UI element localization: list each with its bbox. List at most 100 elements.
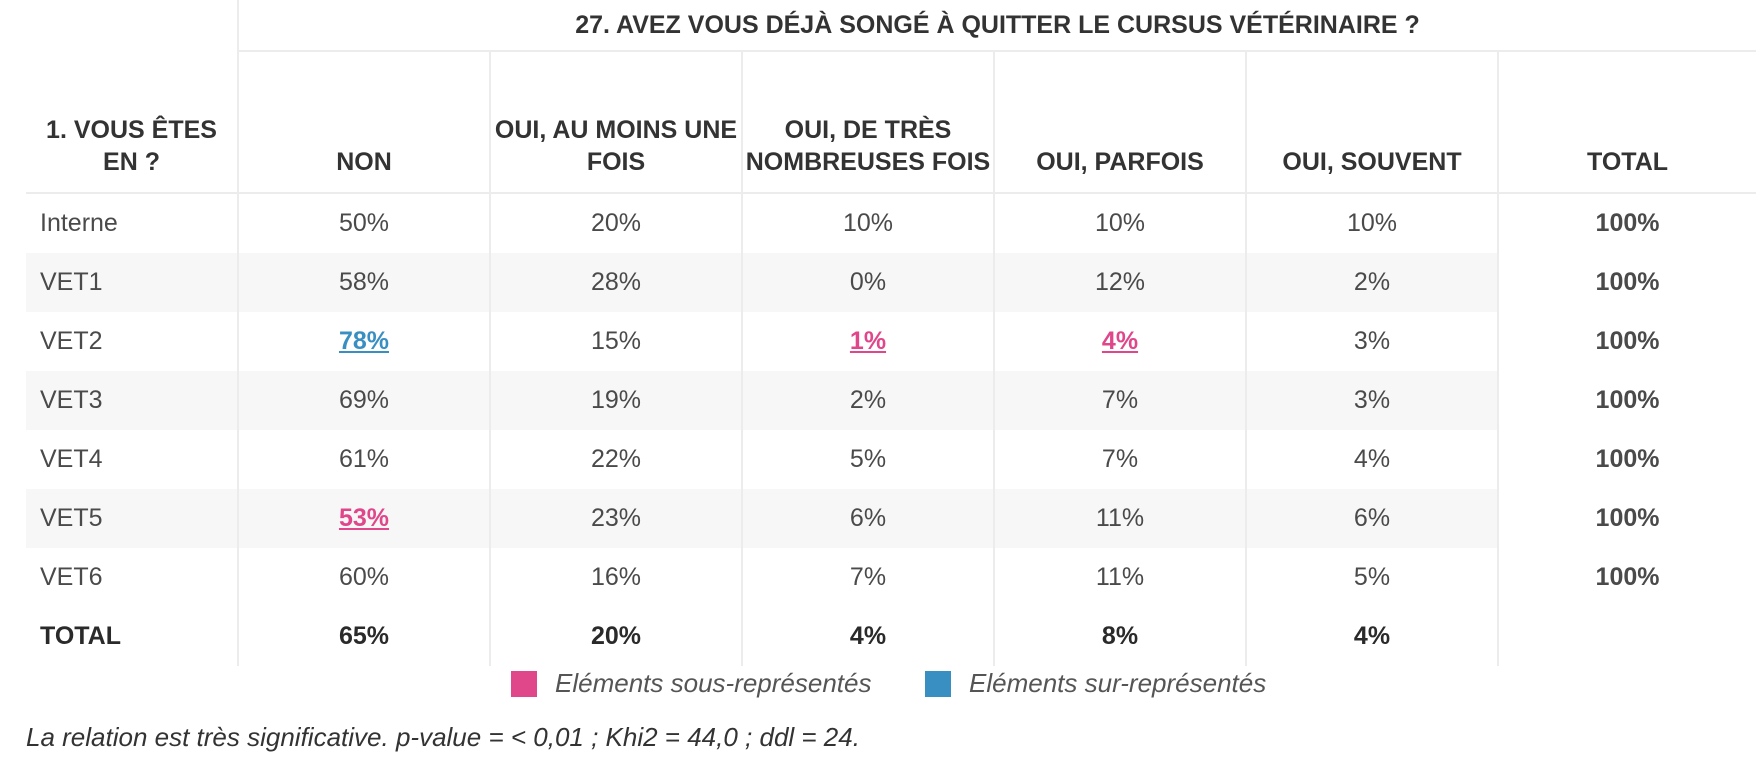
under-represented-link[interactable]: 4% [1101, 327, 1139, 355]
cell-value: 12% [1094, 268, 1146, 296]
table-row: VET3 69% 19% 2% 7% 3% 100% [26, 371, 1757, 430]
table-cell: 10% [741, 193, 994, 253]
cell-value: 7% [1101, 445, 1139, 473]
table-cell: 6% [1245, 489, 1498, 548]
row-total: 100% [1496, 312, 1757, 371]
table-cell: 6% [741, 489, 994, 548]
cell-value: 10% [842, 209, 894, 237]
table-cell: 61% [237, 430, 490, 489]
under-represented-link[interactable]: 53% [338, 504, 390, 532]
table-cell: 7% [741, 548, 994, 607]
total-row: TOTAL 65% 20% 4% 8% 4% [26, 607, 1757, 666]
table-cell: 15% [489, 312, 742, 371]
total-row-label: TOTAL [40, 622, 122, 650]
table-cell: 7% [993, 371, 1246, 430]
crosstab-table: 27. AVEZ VOUS DÉJÀ SONGÉ À QUITTER LE CU… [26, 0, 1757, 666]
table-row: Interne 50% 20% 10% 10% 10% 100% [26, 193, 1757, 253]
cell-value: 61% [338, 445, 390, 473]
cell-value: 10% [1346, 209, 1398, 237]
cell-value: 0% [849, 268, 887, 296]
table-cell: 3% [1245, 371, 1498, 430]
row-label: VET4 [40, 445, 103, 473]
under-swatch [511, 670, 537, 697]
table-cell: 4% [993, 312, 1246, 371]
table-cell: 5% [741, 430, 994, 489]
cell-value: 22% [590, 445, 642, 473]
table-row: VET4 61% 22% 5% 7% 4% 100% [26, 430, 1757, 489]
table-row: VET5 53% 23% 6% 11% 6% 100% [26, 489, 1757, 548]
row-total: 100% [1496, 548, 1757, 607]
cell-value: 6% [1353, 504, 1391, 532]
cell-value: 2% [849, 386, 887, 414]
under-represented-link[interactable]: 1% [849, 327, 887, 355]
table-cell: 58% [237, 253, 490, 312]
table-cell: 11% [993, 548, 1246, 607]
table-cell: 2% [741, 371, 994, 430]
table-cell: 16% [489, 548, 742, 607]
row-label: VET5 [26, 489, 238, 548]
table-cell: 2% [1245, 253, 1498, 312]
column-total: 65% [237, 607, 490, 666]
legend: Eléments sous-représentés Eléments sur-r… [0, 668, 1762, 704]
row-total: 100% [1496, 371, 1757, 430]
table-cell: 11% [993, 489, 1246, 548]
table-cell: 0% [741, 253, 994, 312]
cell-value: 5% [849, 445, 887, 473]
table-cell: 22% [489, 430, 742, 489]
column-total: 4% [741, 607, 994, 666]
table-cell: 5% [1245, 548, 1498, 607]
column-header: NON [237, 51, 490, 194]
column-header: OUI, SOUVENT [1245, 51, 1498, 194]
table-cell: 10% [993, 193, 1246, 253]
cell-value: 16% [590, 563, 642, 591]
table-cell: 28% [489, 253, 742, 312]
column-total: 20% [489, 607, 742, 666]
table-cell: 20% [489, 193, 742, 253]
column-header: OUI, AU MOINS UNE FOIS [489, 51, 742, 194]
table-cell: 69% [237, 371, 490, 430]
cell-value: 6% [849, 504, 887, 532]
cell-value: 11% [1095, 504, 1145, 532]
over-represented-link[interactable]: 78% [338, 327, 390, 355]
cell-value: 28% [590, 268, 642, 296]
row-total: 100% [1496, 489, 1757, 548]
row-total: 100% [1496, 253, 1757, 312]
row-total: 100% [1496, 193, 1757, 253]
row-label: Interne [40, 209, 118, 237]
legend-label-over: Eléments sur-représentés [969, 668, 1267, 698]
legend-label-under: Eléments sous-représentés [555, 668, 872, 698]
cell-value: 4% [1353, 445, 1391, 473]
cell-value: 58% [338, 268, 390, 296]
column-total: 8% [993, 607, 1246, 666]
row-variable-header: 1. VOUS ÊTES EN ? [26, 51, 238, 194]
table-cell: 53% [237, 489, 490, 548]
cell-value: 19% [590, 386, 642, 414]
row-label: VET2 [40, 327, 103, 355]
cell-value: 5% [1353, 563, 1391, 591]
column-header: OUI, PARFOIS [993, 51, 1246, 194]
cell-value: 20% [590, 209, 642, 237]
table-cell: 12% [993, 253, 1246, 312]
cell-value: 10% [1094, 209, 1146, 237]
corner-cell [26, 0, 238, 51]
cell-value: 23% [590, 504, 642, 532]
cell-value: 7% [1101, 386, 1139, 414]
row-label: VET3 [26, 371, 238, 430]
table-cell: 4% [1245, 430, 1498, 489]
column-header: TOTAL [1496, 51, 1757, 194]
cell-value: 50% [338, 209, 390, 237]
table-cell: 78% [237, 312, 490, 371]
table-cell: 19% [489, 371, 742, 430]
table-row: VET1 58% 28% 0% 12% 2% 100% [26, 253, 1757, 312]
column-total: 4% [1245, 607, 1498, 666]
cell-value: 2% [1353, 268, 1391, 296]
row-total: 100% [1496, 430, 1757, 489]
empty-cell [1496, 607, 1757, 666]
column-header: OUI, DE TRÈS NOMBREUSES FOIS [741, 51, 994, 194]
table-row: VET6 60% 16% 7% 11% 5% 100% [26, 548, 1757, 607]
table-cell: 10% [1245, 193, 1498, 253]
table-cell: 3% [1245, 312, 1498, 371]
cell-value: 69% [338, 386, 390, 414]
significance-note: La relation est très significative. p-va… [26, 722, 860, 752]
